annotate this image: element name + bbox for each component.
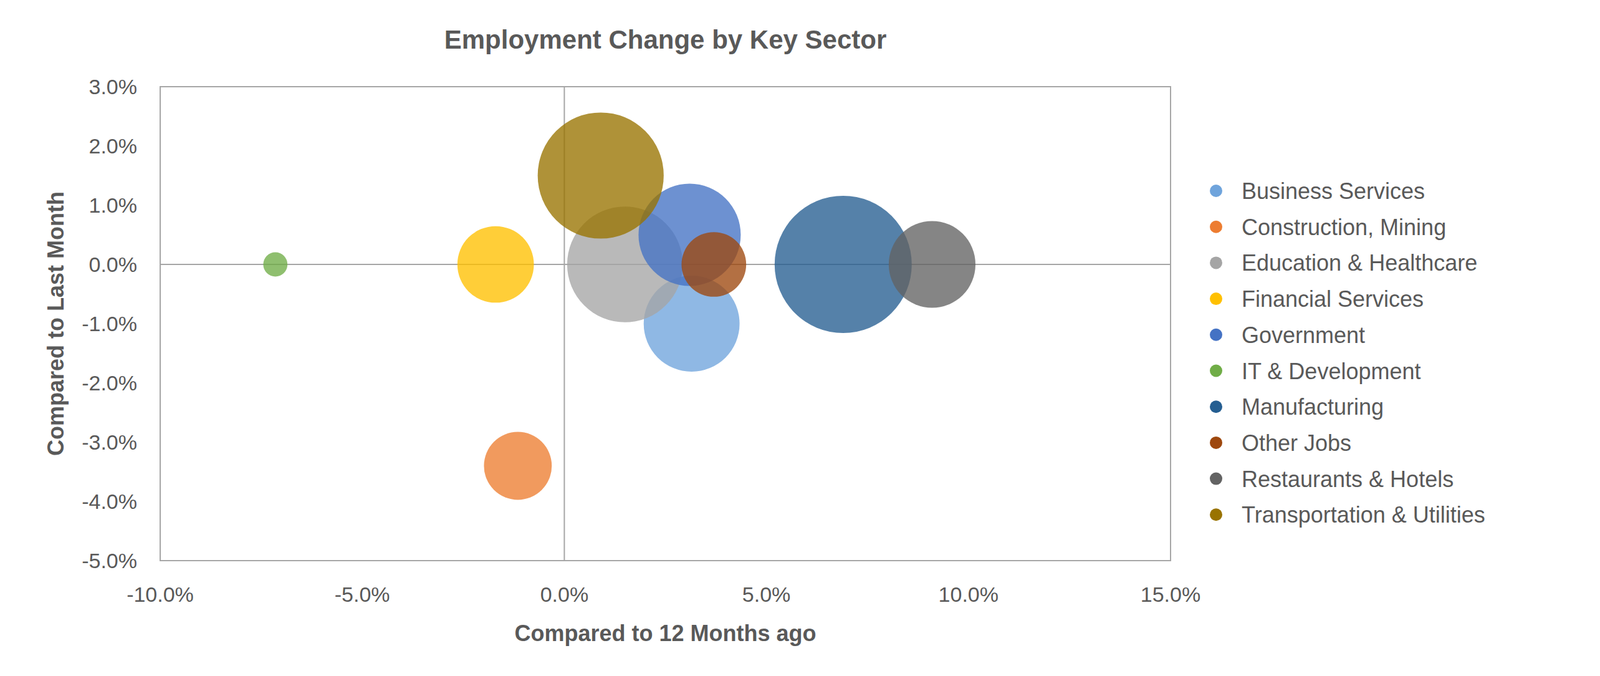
- legend-marker: [1209, 364, 1223, 378]
- legend-marker: [1209, 507, 1223, 521]
- y-tick-label: 3.0%: [89, 74, 138, 99]
- y-tick-label: 1.0%: [89, 193, 138, 217]
- legend-marker: [1209, 436, 1223, 449]
- legend-marker: [1209, 292, 1223, 305]
- legend-label: Restaurants & Hotels: [1241, 466, 1454, 492]
- x-tick-label: 5.0%: [742, 582, 791, 606]
- legend-marker: [1209, 472, 1223, 485]
- bubble: [888, 220, 976, 308]
- legend-label: Business Services: [1241, 178, 1425, 204]
- legend-marker: [1209, 184, 1223, 197]
- y-tick-label: 2.0%: [89, 134, 138, 158]
- legend-marker: [1209, 400, 1223, 413]
- legend-marker: [1209, 256, 1223, 269]
- legend-label: Transportation & Utilities: [1241, 501, 1486, 528]
- y-axis-label: Compared to Last Month: [43, 191, 69, 456]
- x-tick-label: -10.0%: [126, 582, 194, 606]
- legend-label: Construction, Mining: [1241, 214, 1447, 240]
- legend-label: Government: [1241, 322, 1366, 348]
- x-axis-label: Compared to 12 Months ago: [514, 620, 816, 646]
- bubble: [263, 252, 288, 277]
- bubble: [681, 231, 747, 297]
- y-tick-label: -1.0%: [81, 311, 138, 336]
- x-tick-label: 0.0%: [540, 582, 590, 606]
- bubble: [537, 112, 664, 239]
- background: [0, 0, 1600, 676]
- legend-label: IT & Development: [1241, 358, 1421, 384]
- legend-label: Other Jobs: [1241, 430, 1352, 456]
- y-tick-label: -2.0%: [81, 370, 138, 395]
- y-tick-label: -4.0%: [81, 489, 138, 513]
- legend-label: Financial Services: [1241, 286, 1424, 312]
- legend-label: Education & Healthcare: [1241, 249, 1478, 276]
- legend-label: Manufacturing: [1241, 393, 1384, 420]
- chart: Employment Change by Key Sector -10.0% -5.…: [0, 0, 1600, 676]
- x-tick-label: 10.0%: [938, 582, 999, 606]
- legend-marker: [1209, 328, 1223, 341]
- legend-marker: [1209, 220, 1223, 234]
- plot-frame: [160, 86, 1171, 561]
- y-tick-label: -3.0%: [81, 430, 138, 454]
- y-tick-label: -5.0%: [81, 548, 138, 573]
- y-tick-label: 0.0%: [89, 252, 138, 277]
- title: Employment Change by Key Sector: [444, 24, 887, 55]
- x-tick-label: -5.0%: [334, 582, 391, 606]
- legend: Business Services Construction, Mining Edu…: [1209, 178, 1486, 528]
- bubble: [457, 226, 535, 303]
- x-tick-label: 15.0%: [1140, 582, 1201, 606]
- bubble: [483, 431, 552, 500]
- bubbles: [263, 112, 976, 500]
